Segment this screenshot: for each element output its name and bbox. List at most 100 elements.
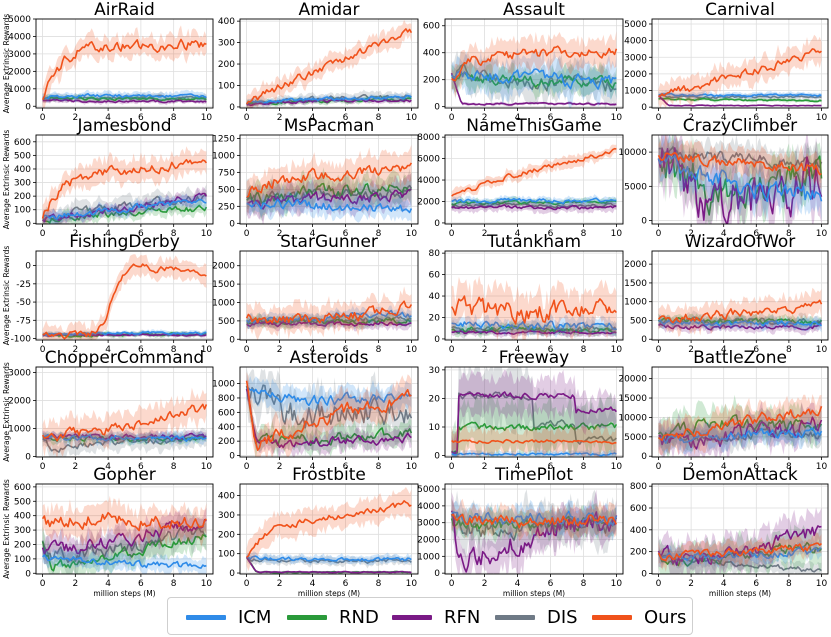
plot-series	[657, 34, 822, 108]
series-line-ours	[245, 300, 413, 324]
y-tick-label: 300	[218, 511, 235, 521]
x-tick-label: 4	[515, 113, 521, 123]
series-line-ours	[41, 403, 208, 442]
band-ours	[42, 146, 207, 224]
x-tick-label: 4	[721, 462, 727, 472]
series-line-rfn	[246, 320, 412, 328]
y-tick-label: 0	[641, 217, 647, 227]
x-tick-label: 0	[449, 345, 455, 355]
axes-frame	[651, 366, 829, 458]
chart-title: Jamesbond	[76, 116, 171, 136]
y-tick-label: 0	[229, 219, 235, 229]
x-tick-label: 6	[548, 345, 554, 355]
y-tick-label: 0	[25, 452, 31, 462]
y-tick-label: 600	[423, 22, 440, 32]
x-tick-label: 0	[40, 345, 46, 355]
y-tick-label: 1000	[212, 298, 235, 308]
x-tick-label: 2	[688, 113, 694, 123]
series-line-rfn	[42, 98, 207, 104]
plot-series	[450, 31, 618, 108]
legend-label-rnd: RND	[339, 606, 379, 628]
series-line-ours	[658, 48, 822, 98]
y-tick-label: -25	[16, 280, 31, 290]
x-tick-label: 2	[72, 229, 78, 239]
x-tick-label: 4	[105, 345, 111, 355]
y-tick-label: 800	[218, 394, 235, 404]
axes-frame	[35, 18, 214, 109]
y-tick-label: 4000	[417, 502, 440, 512]
x-tick-label: 8	[376, 345, 382, 355]
subplot-amidar: 0 100 200 300 400 0 2 4 6 8 10 Amidar	[218, 0, 419, 123]
y-tick-label: 400	[218, 423, 235, 433]
axes-frame	[239, 18, 419, 109]
plot-series	[245, 19, 413, 108]
y-axis-label: Average Extrinsic Rewards	[2, 130, 11, 230]
series-line-ours	[41, 38, 207, 100]
y-tick-label: 1500	[624, 279, 647, 289]
series-line-rfn	[451, 330, 617, 335]
band-ours	[451, 498, 617, 542]
x-axis-label: million steps (M)	[503, 589, 565, 598]
series-line-dis	[245, 384, 413, 429]
series-line-icm	[41, 198, 207, 220]
x-tick-label: 4	[721, 229, 727, 239]
band-ours	[42, 25, 207, 108]
series-line-rnd	[246, 97, 412, 106]
chart-title: Freeway	[499, 348, 569, 368]
x-tick-label: 2	[277, 229, 283, 239]
band-dis	[42, 506, 207, 574]
chart-title: AirRaid	[94, 0, 155, 20]
y-tick-label: 2000	[417, 536, 440, 546]
x-tick-label: 0	[656, 113, 662, 123]
legend-item-icm: ICM	[186, 606, 271, 628]
band-rfn	[451, 326, 617, 339]
band-ours	[658, 394, 822, 456]
x-tick-label: 4	[721, 345, 727, 355]
plot-series	[451, 367, 618, 457]
series-line-rfn	[450, 72, 617, 106]
series-line-icm	[658, 427, 823, 444]
y-tick-label: 0	[434, 103, 440, 113]
chart-title: ChopperCommand	[45, 348, 204, 368]
y-tick-label: 500	[218, 317, 235, 327]
x-tick-label: 10	[816, 345, 828, 355]
y-tick-label: 0	[434, 569, 440, 579]
y-axis-label: Average Extrinsic Rewards	[2, 14, 11, 114]
plot-series	[42, 254, 207, 340]
y-tick-label: 500	[218, 185, 235, 195]
series-line-dis	[658, 94, 822, 100]
band-dis	[451, 50, 617, 108]
plot-series	[245, 286, 413, 340]
y-tick-label: 800	[630, 482, 647, 492]
plot-series	[450, 275, 618, 340]
legend-swatch-icm	[186, 614, 226, 620]
plot-series	[245, 367, 413, 457]
y-tick-label: 600	[630, 504, 647, 514]
x-tick-label: 4	[721, 579, 727, 589]
y-tick-label: 250	[218, 202, 235, 212]
band-rfn	[42, 186, 207, 224]
x-tick-label: 0	[244, 229, 250, 239]
axes-frame	[651, 18, 829, 109]
band-rfn	[42, 429, 207, 445]
axes-frame	[35, 250, 214, 341]
x-tick-label: 6	[548, 579, 554, 589]
y-tick-label: 2000	[417, 197, 440, 207]
series-line-rfn	[657, 95, 822, 107]
plot-series	[245, 144, 413, 224]
x-tick-label: 6	[753, 345, 759, 355]
series-line-icm	[246, 94, 412, 104]
x-tick-label: 2	[482, 462, 488, 472]
chart-title: BattleZone	[693, 348, 787, 368]
subplot-fishingderby: -100 -75 -50 -25 0 0 2 4 6 8 10 FishingDerby Average…	[2, 232, 214, 355]
y-tick-label: 3000	[417, 519, 440, 529]
y-tick-label: 1000	[212, 380, 235, 390]
x-tick-label: 10	[611, 229, 623, 239]
y-tick-label: 10000	[618, 413, 647, 423]
legend-swatch-dis	[495, 614, 535, 620]
x-tick-label: 0	[449, 579, 455, 589]
y-axis-label: Average Extrinsic Rewards	[2, 362, 11, 462]
series-line-dis	[451, 201, 617, 209]
series-line-icm	[42, 93, 207, 100]
